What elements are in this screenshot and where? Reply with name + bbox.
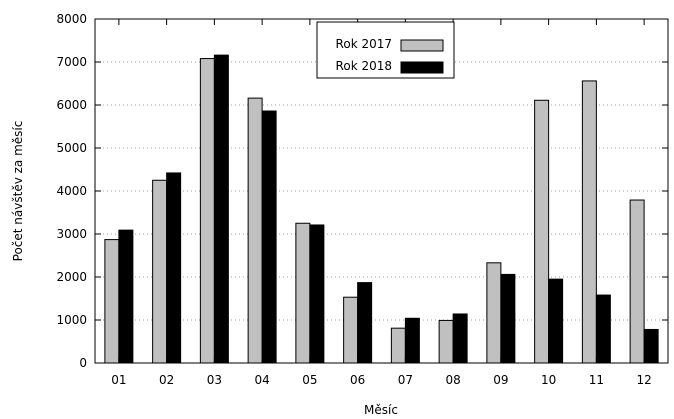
- bar-rok-2018-09: [500, 273, 516, 364]
- bar-rok-2018-05: [309, 224, 325, 364]
- bar-rok-2018-06: [357, 282, 373, 364]
- x-tick-label: 02: [159, 373, 174, 387]
- bar-rok-2017-03: [199, 58, 215, 364]
- legend-label-2017: Rok 2017: [336, 37, 392, 51]
- x-tick-label: 04: [254, 373, 269, 387]
- x-axis-label: Měsíc: [364, 403, 398, 417]
- x-tick-label: 12: [636, 373, 651, 387]
- bar-rok-2018-07: [404, 317, 420, 364]
- bar-rok-2017-04: [247, 97, 263, 364]
- bar-rok-2017-01: [104, 239, 120, 364]
- legend-swatch-2018: [400, 61, 444, 74]
- bars: [104, 54, 659, 364]
- legend: Rok 2017 Rok 2018: [316, 21, 455, 79]
- x-tick-label: 05: [302, 373, 317, 387]
- y-tick-label: 0: [79, 356, 87, 370]
- bar-rok-2018-11: [595, 294, 611, 364]
- bar-rok-2017-07: [390, 327, 406, 364]
- bar-rok-2017-02: [152, 179, 168, 364]
- x-tick-label: 06: [350, 373, 365, 387]
- y-tick-label: 2000: [56, 270, 87, 284]
- bar-rok-2018-04: [261, 110, 277, 364]
- y-tick-label: 3000: [56, 227, 87, 241]
- x-tick-label: 09: [493, 373, 508, 387]
- bar-rok-2017-06: [343, 296, 359, 364]
- bar-rok-2017-10: [534, 99, 550, 364]
- x-tick-label: 07: [398, 373, 413, 387]
- bar-rok-2018-10: [548, 278, 564, 364]
- x-tick-label: 11: [589, 373, 604, 387]
- bar-rok-2017-09: [486, 262, 502, 364]
- bar-rok-2017-05: [295, 222, 311, 364]
- bar-rok-2018-08: [452, 313, 468, 364]
- bar-rok-2018-02: [166, 172, 182, 364]
- y-tick-label: 7000: [56, 55, 87, 69]
- y-axis-label: Počet návštěv za měsíc: [11, 121, 25, 262]
- legend-label-2018: Rok 2018: [336, 59, 392, 73]
- y-tick-label: 5000: [56, 141, 87, 155]
- bar-rok-2017-08: [438, 319, 454, 364]
- x-tick-label: 03: [207, 373, 222, 387]
- bar-rok-2017-12: [629, 199, 645, 364]
- axis-ticks: 0 1000 2000 3000 4000 5000 6000 7000 8000 01 02 03 0…: [56, 12, 668, 387]
- bar-rok-2017-11: [581, 80, 597, 364]
- x-tick-label: 10: [541, 373, 556, 387]
- y-tick-label: 1000: [56, 313, 87, 327]
- x-tick-label: 08: [445, 373, 460, 387]
- bar-rok-2018-01: [118, 229, 134, 364]
- bar-rok-2018-12: [643, 328, 659, 364]
- x-tick-label: 01: [111, 373, 126, 387]
- bar-rok-2018-03: [213, 54, 229, 364]
- legend-swatch-2017: [400, 39, 444, 52]
- y-tick-label: 6000: [56, 98, 87, 112]
- y-tick-label: 4000: [56, 184, 87, 198]
- y-tick-label: 8000: [56, 12, 87, 26]
